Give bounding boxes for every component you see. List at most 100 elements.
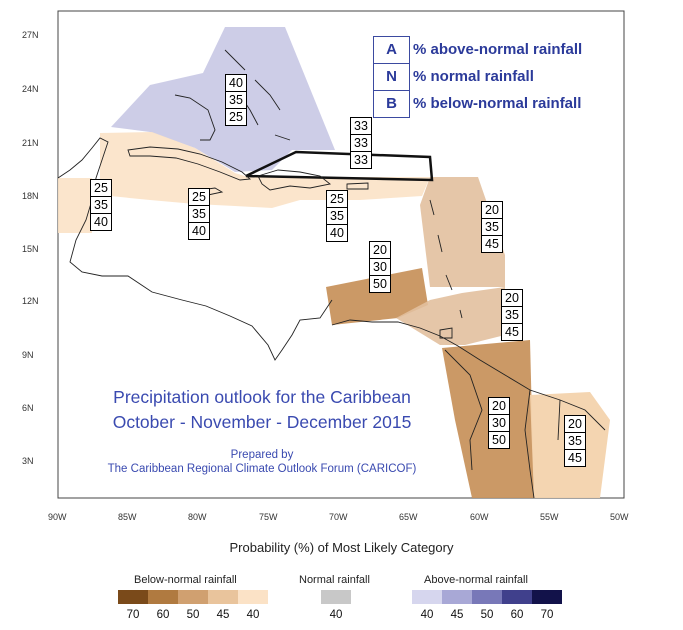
probbox-bahamas: 40 35 25 — [225, 74, 247, 126]
swatch-below-50 — [178, 590, 208, 604]
scale-below-label: Below-normal rainfall — [134, 574, 237, 586]
prob-below: 33 — [354, 153, 368, 167]
scale-above-label: Above-normal rainfall — [424, 574, 528, 586]
prob-normal: 30 — [489, 415, 509, 432]
prob-below: 45 — [485, 237, 499, 251]
prob-normal: 30 — [370, 259, 390, 276]
region-windward — [396, 287, 505, 345]
prob-below: 45 — [568, 451, 582, 465]
prob-normal: 35 — [189, 206, 209, 223]
lat-label: 15N — [22, 244, 39, 254]
lat-label: 12N — [22, 296, 39, 306]
prob-normal: 35 — [482, 219, 502, 236]
prob-above: 25 — [189, 189, 209, 206]
swatch-value-below-45: 45 — [216, 609, 230, 621]
lon-label: 75W — [259, 512, 278, 522]
probbox-suriname-fg: 20 35 45 — [564, 415, 586, 467]
swatch-value-below-50: 50 — [186, 609, 200, 621]
prob-normal: 35 — [502, 307, 522, 324]
legend-text-below: % below-normal rainfall — [413, 95, 582, 112]
prepared-org: The Caribbean Regional Climate Outlook F… — [107, 463, 417, 475]
prob-normal: 33 — [351, 135, 371, 152]
swatch-value-above-60: 60 — [510, 609, 524, 621]
lon-label: 60W — [470, 512, 489, 522]
prob-above: 20 — [502, 290, 522, 307]
swatch-below-40 — [238, 590, 268, 604]
region-cuba-jamaica — [100, 132, 272, 208]
probbox-leeward: 20 35 45 — [481, 201, 503, 253]
lon-label: 70W — [329, 512, 348, 522]
prob-above: 20 — [565, 416, 585, 433]
prob-normal: 35 — [226, 92, 246, 109]
region-hispaniola-north — [245, 150, 434, 182]
lat-label: 21N — [22, 138, 39, 148]
prob-normal: 35 — [91, 197, 111, 214]
swatch-value-above-70: 70 — [540, 609, 554, 621]
prob-below: 25 — [229, 110, 243, 124]
prepared-by: Prepared by — [230, 449, 294, 461]
swatch-above-40 — [412, 590, 442, 604]
swatch-below-60 — [148, 590, 178, 604]
lon-label: 85W — [118, 512, 137, 522]
prob-above: 25 — [91, 180, 111, 197]
lat-label: 24N — [22, 84, 39, 94]
lon-label: 80W — [188, 512, 207, 522]
prob-above: 20 — [482, 202, 502, 219]
probbox-cuba-jamaica: 25 35 40 — [188, 188, 210, 240]
legend-letter-below: B — [373, 90, 410, 118]
swatch-value-above-50: 50 — [480, 609, 494, 621]
swatch-above-45 — [442, 590, 472, 604]
lat-label: 27N — [22, 30, 39, 40]
swatch-value-below-40: 40 — [246, 609, 260, 621]
swatch-value-below-70: 70 — [126, 609, 140, 621]
prob-above: 40 — [226, 75, 246, 92]
probbox-hispaniola-north: 33 33 33 — [350, 117, 372, 169]
lat-label: 9N — [22, 350, 34, 360]
prob-above: 33 — [351, 118, 371, 135]
lon-label: 50W — [610, 512, 629, 522]
prob-below: 40 — [192, 224, 206, 238]
prob-above: 20 — [489, 398, 509, 415]
prob-above: 20 — [370, 242, 390, 259]
swatch-below-70 — [118, 590, 148, 604]
prob-below: 40 — [94, 215, 108, 229]
swatch-value-above-45: 45 — [450, 609, 464, 621]
legend-letter-normal: N — [373, 63, 410, 91]
lon-label: 55W — [540, 512, 559, 522]
map-title: Precipitation outlook for the Caribbean — [113, 387, 411, 407]
scale-title: Probability (%) of Most Likely Category — [229, 540, 454, 555]
map-subtitle: October - November - December 2015 — [112, 412, 412, 432]
region-belize — [58, 178, 92, 233]
swatch-normal-40 — [321, 590, 351, 604]
swatch-above-50 — [472, 590, 502, 604]
legend-text-normal: % normal rainfall — [413, 68, 534, 85]
swatch-value-above-40: 40 — [420, 609, 434, 621]
probbox-guyana: 20 30 50 — [488, 397, 510, 449]
swatch-value-below-60: 60 — [156, 609, 170, 621]
prob-normal: 35 — [565, 433, 585, 450]
lat-label: 18N — [22, 191, 39, 201]
swatch-below-45 — [208, 590, 238, 604]
swatch-value-normal-40: 40 — [329, 609, 343, 621]
lat-label: 3N — [22, 456, 34, 466]
prob-above: 25 — [327, 191, 347, 208]
lon-label: 65W — [399, 512, 418, 522]
probbox-abc-islands: 20 30 50 — [369, 241, 391, 293]
lat-label: 6N — [22, 403, 34, 413]
legend-text-above: % above-normal rainfall — [413, 41, 583, 58]
prob-normal: 35 — [327, 208, 347, 225]
prob-below: 45 — [505, 325, 519, 339]
probbox-belize: 25 35 40 — [90, 179, 112, 231]
legend-letter-above: A — [373, 36, 410, 64]
scale-normal-label: Normal rainfall — [299, 574, 370, 586]
probbox-windward: 20 35 45 — [501, 289, 523, 341]
region-bahamas — [111, 27, 335, 172]
swatch-above-70 — [532, 590, 562, 604]
prob-below: 40 — [330, 226, 344, 240]
swatch-above-60 — [502, 590, 532, 604]
region-abc-islands — [326, 268, 428, 325]
prob-below: 50 — [373, 277, 387, 291]
probbox-hispaniola-puerto-rico: 25 35 40 — [326, 190, 348, 242]
lon-label: 90W — [48, 512, 67, 522]
